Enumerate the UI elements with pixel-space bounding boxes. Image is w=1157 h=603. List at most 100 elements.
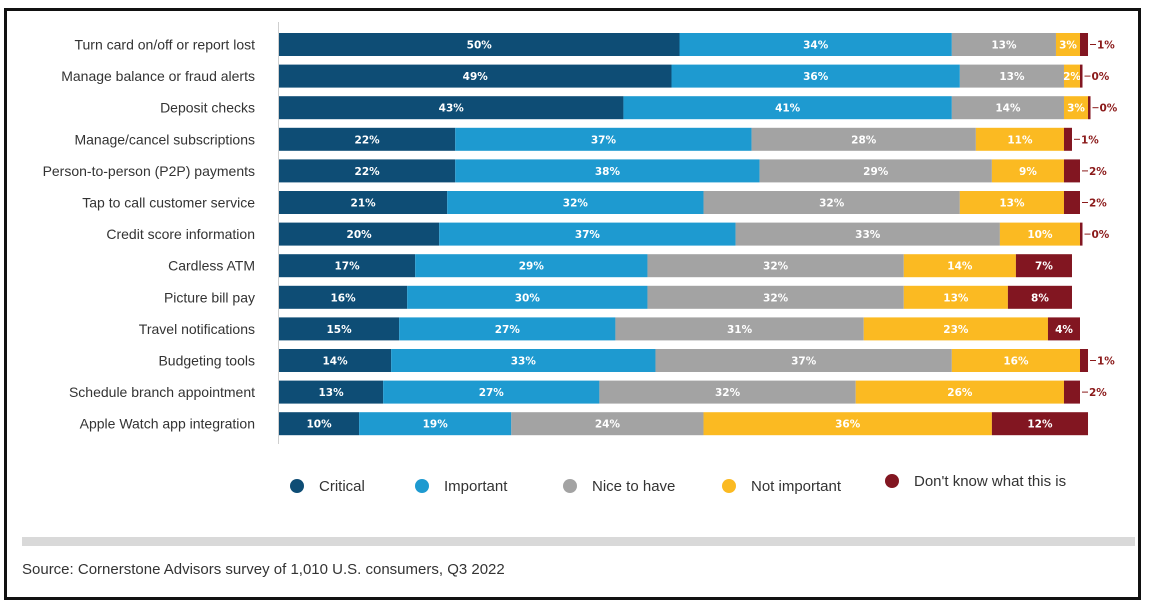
bar-important bbox=[359, 412, 512, 436]
data-label: 29% bbox=[863, 166, 889, 178]
data-label: 26% bbox=[947, 387, 973, 399]
bar-important bbox=[399, 317, 616, 341]
category-label: Manage/cancel subscriptions bbox=[74, 131, 255, 147]
data-label: 33% bbox=[855, 229, 881, 241]
data-label: 30% bbox=[515, 292, 541, 304]
data-label: 1% bbox=[1081, 134, 1099, 146]
bar-critical bbox=[279, 127, 456, 151]
bar-don-t-know-what-this-is bbox=[1080, 349, 1089, 372]
data-label: 27% bbox=[495, 324, 521, 336]
category-label: Schedule branch appointment bbox=[69, 384, 255, 400]
data-label: 2% bbox=[1089, 387, 1107, 399]
data-label: 14% bbox=[947, 261, 973, 273]
bar-important bbox=[415, 254, 648, 278]
bar-not-important bbox=[863, 317, 1048, 341]
category-label: Budgeting tools bbox=[158, 353, 255, 369]
bar-critical bbox=[279, 317, 400, 341]
bar-not-important bbox=[903, 254, 1016, 278]
data-label: 22% bbox=[355, 166, 381, 178]
legend-swatch-important bbox=[415, 479, 429, 493]
legend-swatch-nice-to-have bbox=[563, 479, 577, 493]
data-label: 27% bbox=[479, 387, 505, 399]
data-label: 32% bbox=[763, 261, 789, 273]
data-label: 0% bbox=[1092, 71, 1110, 83]
legend-swatch-don-t-know-what-this-is bbox=[885, 474, 899, 488]
source-note: Source: Cornerstone Advisors survey of 1… bbox=[22, 561, 505, 578]
data-label: 36% bbox=[803, 71, 829, 83]
bar-critical bbox=[279, 222, 440, 246]
data-label: 2% bbox=[1063, 71, 1081, 83]
bar-not-important bbox=[999, 222, 1080, 246]
category-label: Turn card on/off or report lost bbox=[74, 37, 255, 53]
bar-nice-to-have bbox=[655, 349, 952, 372]
divider bbox=[22, 537, 1135, 546]
legend-swatch-critical bbox=[290, 479, 304, 493]
bar-critical bbox=[279, 412, 360, 436]
data-label: 23% bbox=[943, 324, 969, 336]
bar-not-important bbox=[975, 127, 1064, 151]
category-label: Cardless ATM bbox=[168, 258, 255, 274]
bar-nice-to-have bbox=[615, 317, 864, 341]
bar-not-important bbox=[855, 380, 1064, 404]
bar-not-important bbox=[959, 191, 1064, 214]
bar-not-important bbox=[951, 349, 1080, 372]
bar-don-t-know-what-this-is bbox=[991, 412, 1089, 436]
bar-not-important bbox=[991, 159, 1064, 183]
bar-don-t-know-what-this-is bbox=[1080, 33, 1089, 56]
bar-critical bbox=[279, 96, 624, 120]
bar-critical bbox=[279, 64, 672, 88]
bar-important bbox=[455, 127, 752, 151]
legend-label: Not important bbox=[751, 478, 842, 495]
bar-not-important bbox=[1063, 64, 1080, 88]
bar-not-important bbox=[703, 412, 992, 436]
data-label: 14% bbox=[995, 103, 1021, 115]
bar-critical bbox=[279, 285, 408, 309]
data-label: 4% bbox=[1055, 324, 1073, 336]
data-label: 11% bbox=[1007, 134, 1033, 146]
data-label: 13% bbox=[943, 292, 969, 304]
bar-important bbox=[671, 64, 960, 88]
data-label: 7% bbox=[1035, 261, 1053, 273]
bar-nice-to-have bbox=[599, 380, 856, 404]
data-label: 43% bbox=[439, 103, 465, 115]
bar-nice-to-have bbox=[959, 64, 1064, 88]
bar-don-t-know-what-this-is bbox=[1015, 254, 1072, 278]
bar-nice-to-have bbox=[951, 96, 1064, 120]
bar-don-t-know-what-this-is bbox=[1047, 317, 1080, 341]
bar-don-t-know-what-this-is bbox=[1080, 222, 1083, 246]
category-label: Travel notifications bbox=[139, 321, 255, 337]
bar-not-important bbox=[903, 285, 1008, 309]
bar-don-t-know-what-this-is bbox=[1007, 285, 1072, 309]
data-label: 1% bbox=[1097, 40, 1115, 52]
bar-important bbox=[623, 96, 952, 120]
bar-nice-to-have bbox=[511, 412, 704, 436]
data-label: 8% bbox=[1031, 292, 1049, 304]
data-label: 12% bbox=[1027, 419, 1053, 431]
bar-nice-to-have bbox=[759, 159, 992, 183]
data-label: 2% bbox=[1089, 198, 1107, 210]
data-label: 13% bbox=[991, 40, 1017, 52]
data-label: 2% bbox=[1089, 166, 1107, 178]
data-label: 21% bbox=[351, 198, 377, 210]
data-label: 32% bbox=[563, 198, 589, 210]
data-label: 3% bbox=[1059, 40, 1077, 52]
data-label: 37% bbox=[575, 229, 601, 241]
bar-critical bbox=[279, 380, 384, 404]
bar-don-t-know-what-this-is bbox=[1063, 191, 1080, 214]
data-label: 38% bbox=[595, 166, 621, 178]
data-label: 32% bbox=[819, 198, 845, 210]
data-label: 34% bbox=[803, 40, 829, 52]
data-label: 16% bbox=[1003, 356, 1029, 368]
bar-not-important bbox=[1063, 96, 1089, 120]
category-label: Credit score information bbox=[106, 226, 255, 242]
data-label: 32% bbox=[715, 387, 741, 399]
data-label: 37% bbox=[591, 134, 617, 146]
data-label: 9% bbox=[1019, 166, 1037, 178]
data-label: 13% bbox=[318, 387, 344, 399]
data-label: 10% bbox=[1027, 229, 1053, 241]
data-label: 20% bbox=[347, 229, 373, 241]
data-label: 0% bbox=[1100, 103, 1118, 115]
data-label: 41% bbox=[775, 103, 801, 115]
data-label: 0% bbox=[1092, 229, 1110, 241]
